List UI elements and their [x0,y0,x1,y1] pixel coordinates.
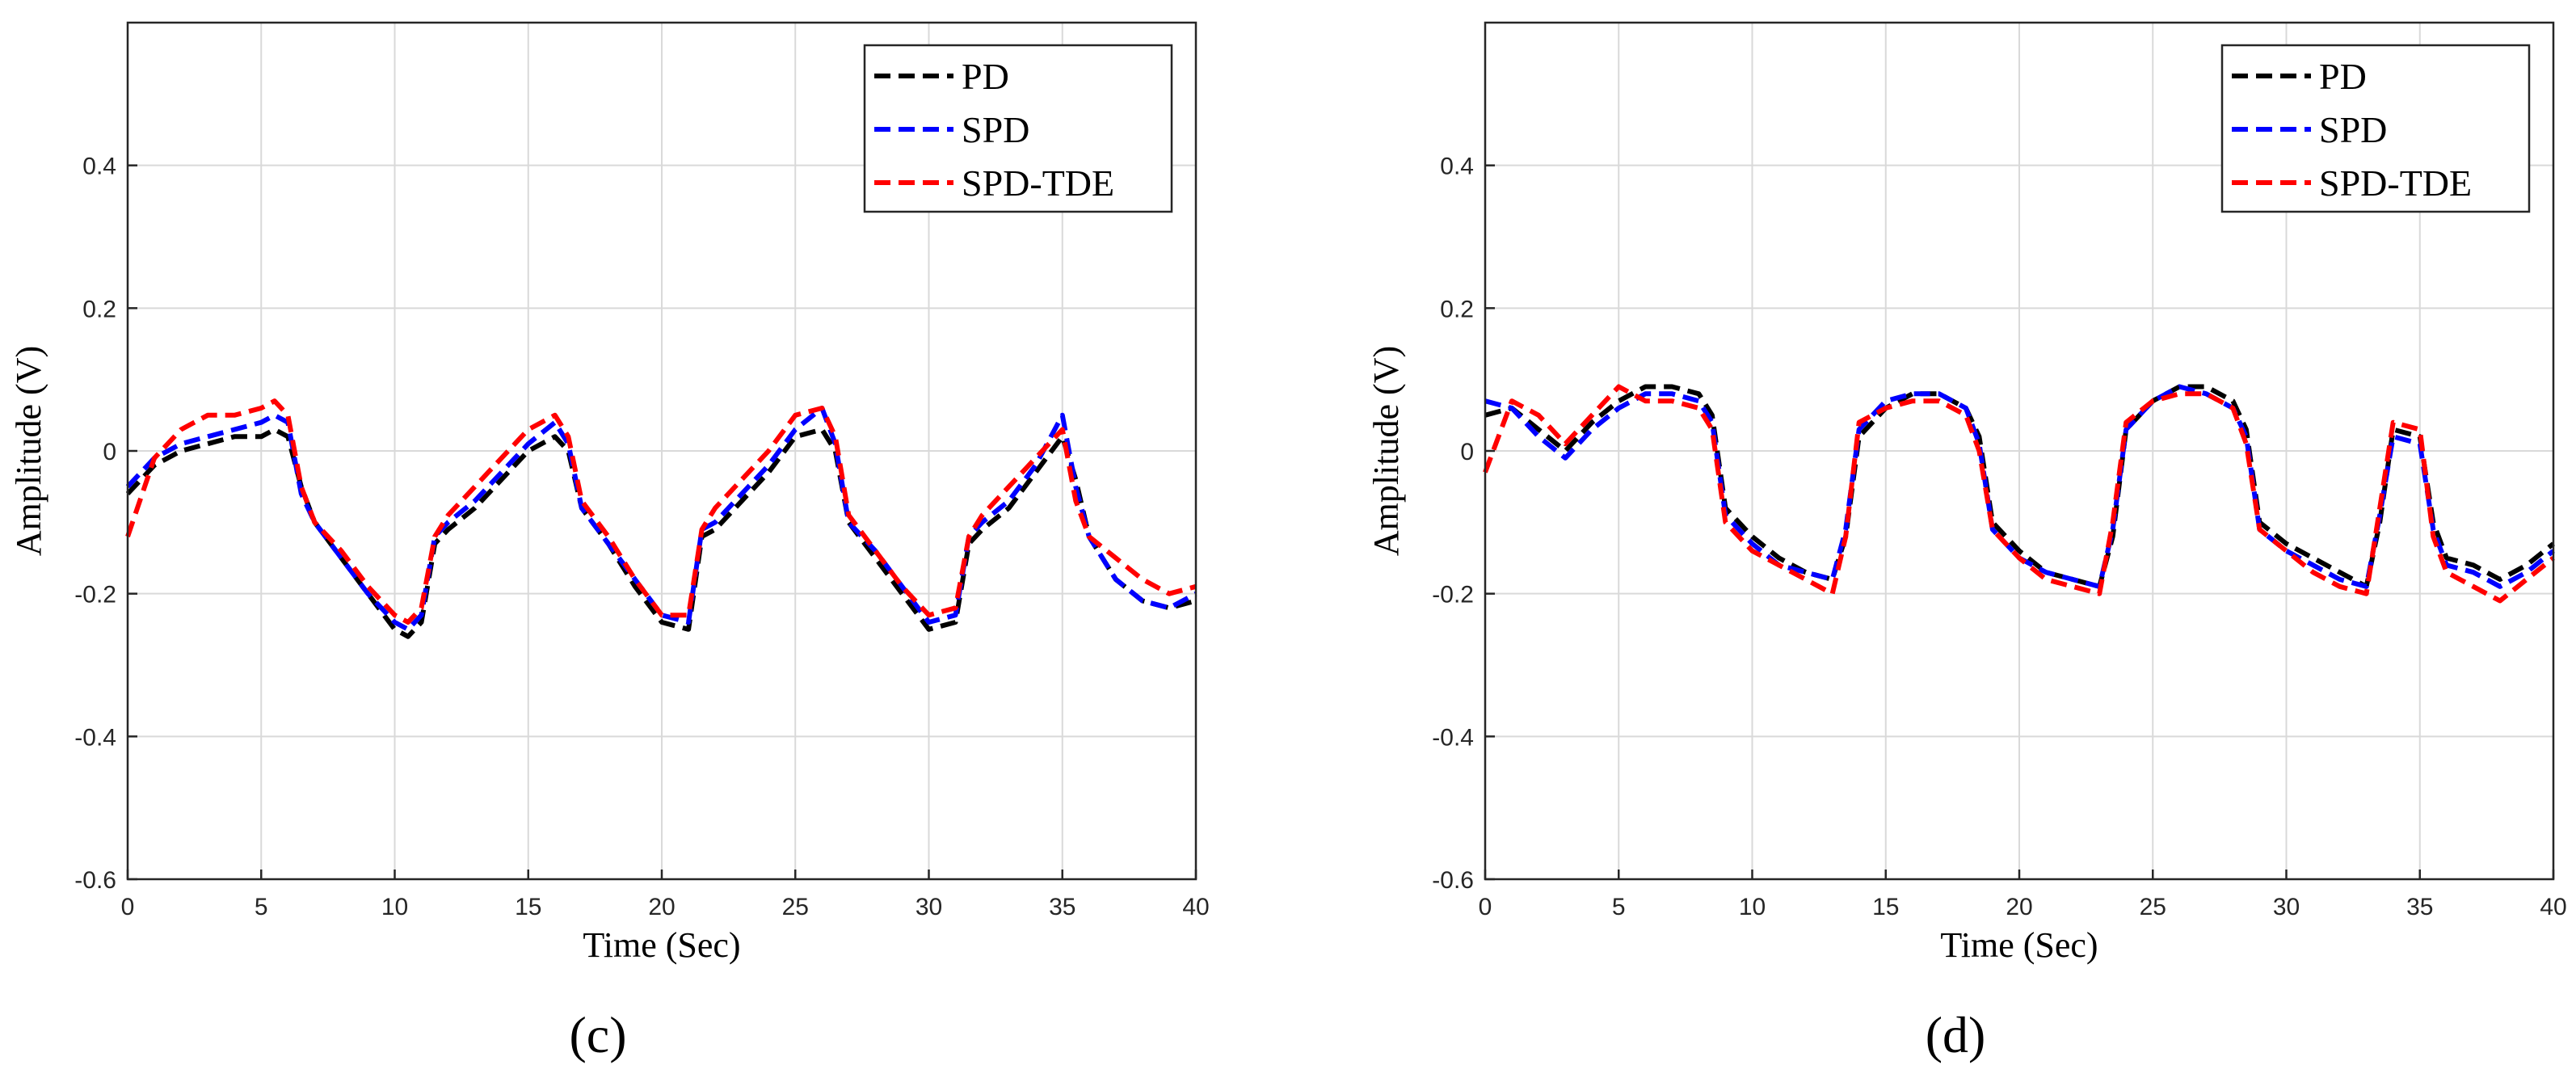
series-line-pd [1484,384,2555,589]
y-tick-label: -0.6 [1432,867,1474,894]
x-tick-label: 10 [1739,894,1766,920]
x-tick-label: 5 [255,894,268,920]
x-tick-label: 30 [2273,894,2300,920]
legend-label-pd: PD [962,56,1009,97]
x-tick-label: 35 [1049,894,1075,920]
x-tick-label: 10 [381,894,408,920]
y-tick-label: 0.4 [82,154,116,180]
legend-label-spd: SPD [962,109,1029,150]
legend-label-pd: PD [2319,56,2367,97]
series-line-pd [125,427,1197,639]
x-tick-label: 25 [2140,894,2166,920]
panel-label: (d) [1926,1006,1986,1063]
y-tick-label: -0.4 [1432,724,1474,751]
y-axis-label: Amplitude (V) [9,346,48,556]
y-tick-label: 0.2 [1440,296,1474,322]
legend-box [2220,44,2531,213]
series-line-spd [125,406,1198,632]
x-tick-label: 35 [2406,894,2433,920]
y-tick-label: -0.4 [74,724,116,751]
y-tick-label: -0.2 [1432,582,1474,608]
x-tick-label: 0 [121,894,135,920]
x-tick-label: 25 [782,894,809,920]
y-tick-label: 0.2 [82,296,116,322]
y-tick-label: -0.2 [74,582,116,608]
legend-label-spd-tde: SPD-TDE [962,162,1114,204]
legend-label-spd-tde: SPD-TDE [2319,162,2472,204]
y-tick-label: 0 [1460,439,1474,465]
x-tick-label: 15 [515,894,541,920]
y-tick-label: -0.6 [74,867,116,894]
chart-panel-c: 0 5 10 15 20 25 30 35 40 -0.6 -0.4 -0.2 0 0.2 0.4 Time … [9,21,1210,1063]
x-tick-label: 0 [1479,894,1492,920]
x-tick-label: 20 [2006,894,2032,920]
chart-panel-d: 0 5 10 15 20 25 30 35 40 -0.6 -0.4 -0.2 0 0.2 0.4 Time … [1366,21,2567,1063]
x-tick-label: 15 [1872,894,1899,920]
x-axis-label: Time (Sec) [1940,925,2098,965]
y-tick-label: 0 [103,439,116,465]
series-line-spd-tde [125,398,1197,625]
panel-label: (c) [569,1006,626,1063]
x-tick-label: 20 [648,894,675,920]
series-line-spd-tde [1483,384,2555,604]
x-axis-label: Time (Sec) [583,925,740,965]
x-tick-label: 30 [915,894,942,920]
x-tick-label: 40 [1182,894,1209,920]
y-axis-label: Amplitude (V) [1366,346,1406,556]
legend-label-spd: SPD [2319,109,2387,150]
x-tick-label: 40 [2540,894,2566,920]
y-tick-label: 0.4 [1440,154,1474,180]
legend-box [863,44,1173,213]
x-tick-label: 5 [1612,894,1626,920]
